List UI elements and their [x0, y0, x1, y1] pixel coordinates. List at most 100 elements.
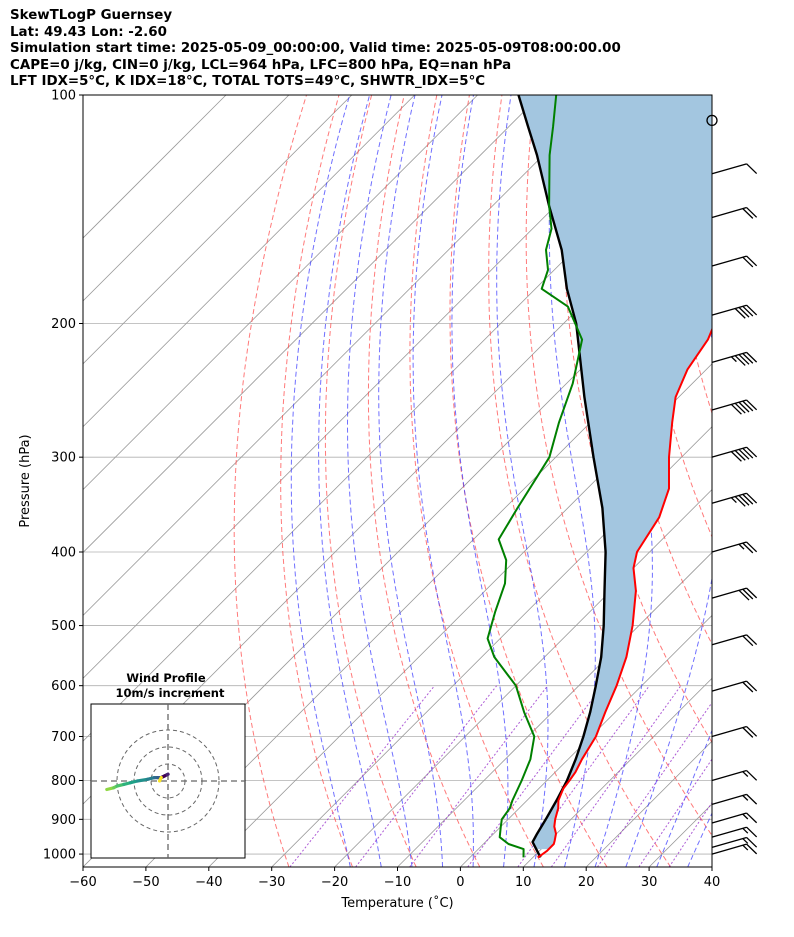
y-tick-label: 300	[51, 451, 76, 466]
wind-barb	[711, 541, 758, 554]
wind-barb	[711, 255, 758, 268]
hodograph: Wind Profile 10m/s increment	[90, 671, 246, 859]
time-line: Simulation start time: 2025-05-09_00:00:…	[10, 41, 621, 57]
wind-barb	[711, 163, 758, 175]
wind-barb	[711, 843, 758, 855]
chart-title: SkewTLogP Guernsey	[10, 8, 173, 23]
axis-ticks: −60 −50 −40 −30 −20 −10 0 10 20 30 40 100 200 300 400 5…	[43, 89, 720, 891]
wind-barb	[711, 634, 758, 647]
wind-barb	[711, 446, 758, 462]
x-tick-label: −30	[258, 875, 285, 890]
temperature-line	[537, 327, 712, 859]
dry-adiabat	[367, 95, 481, 867]
wind-barbs	[706, 114, 758, 855]
wind-barb	[711, 399, 758, 415]
wind-barb	[711, 725, 758, 738]
dewpoint-line	[486, 95, 584, 858]
moist-adiabat	[719, 95, 794, 867]
dry-adiabat	[488, 95, 672, 867]
isotherm-line	[83, 95, 415, 428]
wind-barb	[711, 793, 758, 805]
isotherm-line	[711, 866, 712, 867]
x-tick-label: −40	[195, 875, 222, 890]
x-tick-label: −20	[321, 875, 348, 890]
isotherm-line	[334, 489, 712, 867]
moist-adiabat	[378, 95, 444, 867]
moist-adiabat	[548, 95, 596, 867]
dry-adiabat	[280, 95, 353, 867]
mixing-ratio-line	[467, 685, 603, 867]
wind-barb	[711, 836, 758, 849]
hodograph-subtitle: 10m/s increment	[116, 686, 225, 700]
x-axis-label: Temperature (˚C)	[340, 895, 453, 911]
x-tick-label: 10	[515, 875, 532, 890]
chart-header: SkewTLogP Guernsey Lat: 49.43 Lon: -2.60…	[10, 8, 621, 91]
x-tick-label: −10	[384, 875, 411, 890]
wind-barb	[711, 587, 758, 601]
mixing-ratio-line	[638, 758, 712, 867]
y-tick-label: 900	[51, 813, 76, 828]
y-tick-label: 1000	[43, 848, 76, 863]
mixing-ratio-line	[668, 801, 712, 867]
calm-wind-marker	[706, 114, 718, 127]
moist-adiabat	[347, 95, 413, 867]
moist-adiabat	[496, 95, 549, 867]
cape-line: CAPE=0 j/kg, CIN=0 j/kg, LCL=964 hPa, LF…	[10, 57, 512, 73]
isotherm-line	[83, 95, 353, 365]
dry-adiabat	[449, 95, 608, 867]
isotherm-line	[523, 677, 712, 867]
x-tick-label: −50	[132, 875, 159, 890]
y-tick-label: 100	[51, 89, 76, 104]
moist-adiabat	[656, 728, 712, 867]
profiles	[486, 95, 712, 859]
x-tick-label: 30	[641, 875, 658, 890]
y-tick-label: 700	[51, 730, 76, 745]
x-tick-label: 0	[456, 875, 464, 890]
wind-barb	[711, 351, 758, 366]
isotherm-line	[83, 95, 604, 616]
dry-adiabat	[525, 95, 712, 837]
hodograph-trace	[135, 777, 150, 783]
isotherm-line	[271, 426, 712, 867]
wind-barb	[711, 680, 758, 693]
y-tick-label: 500	[51, 619, 76, 634]
y-tick-label: 400	[51, 546, 76, 561]
indices-line: LFT IDX=5°C, K IDX=18°C, TOTAL TOTS=49°C…	[10, 74, 486, 90]
wind-barb	[711, 304, 758, 319]
dry-adiabat	[409, 95, 544, 867]
wind-barb	[711, 206, 758, 219]
mixing-ratio-line	[550, 685, 682, 867]
moist-adiabat	[318, 95, 382, 867]
isotherm-line	[83, 95, 227, 239]
wind-barb	[711, 769, 758, 782]
isotherm-line	[83, 95, 478, 491]
wind-barb	[711, 812, 758, 824]
dry-adiabat	[233, 95, 307, 867]
y-tick-label: 600	[51, 679, 76, 694]
cape-cin-fill	[518, 95, 712, 850]
isotherm-line	[145, 300, 712, 867]
mixing-ratio-line	[409, 685, 549, 867]
moist-adiabat	[451, 95, 509, 867]
dry-adiabat	[561, 95, 712, 744]
moist-adiabat	[290, 95, 351, 867]
dry-adiabat	[324, 95, 417, 867]
y-tick-label: 800	[51, 774, 76, 789]
mixing-ratio-line	[289, 685, 435, 867]
isotherm-line	[83, 95, 290, 302]
y-axis-label: Pressure (hPa)	[18, 434, 33, 527]
dry-adiabat	[763, 95, 794, 867]
y-tick-label: 200	[51, 317, 76, 332]
hodograph-trace	[157, 775, 163, 783]
isotherm-line	[83, 95, 541, 554]
moist-adiabat	[412, 95, 474, 867]
parcel-line	[517, 95, 607, 858]
background-lines	[83, 95, 794, 867]
moist-adiabat	[625, 95, 712, 867]
moist-adiabat	[594, 95, 653, 867]
x-tick-label: −60	[69, 875, 96, 890]
hodograph-title: Wind Profile	[126, 671, 206, 685]
x-tick-label: 20	[578, 875, 595, 890]
wind-barb	[711, 492, 758, 507]
